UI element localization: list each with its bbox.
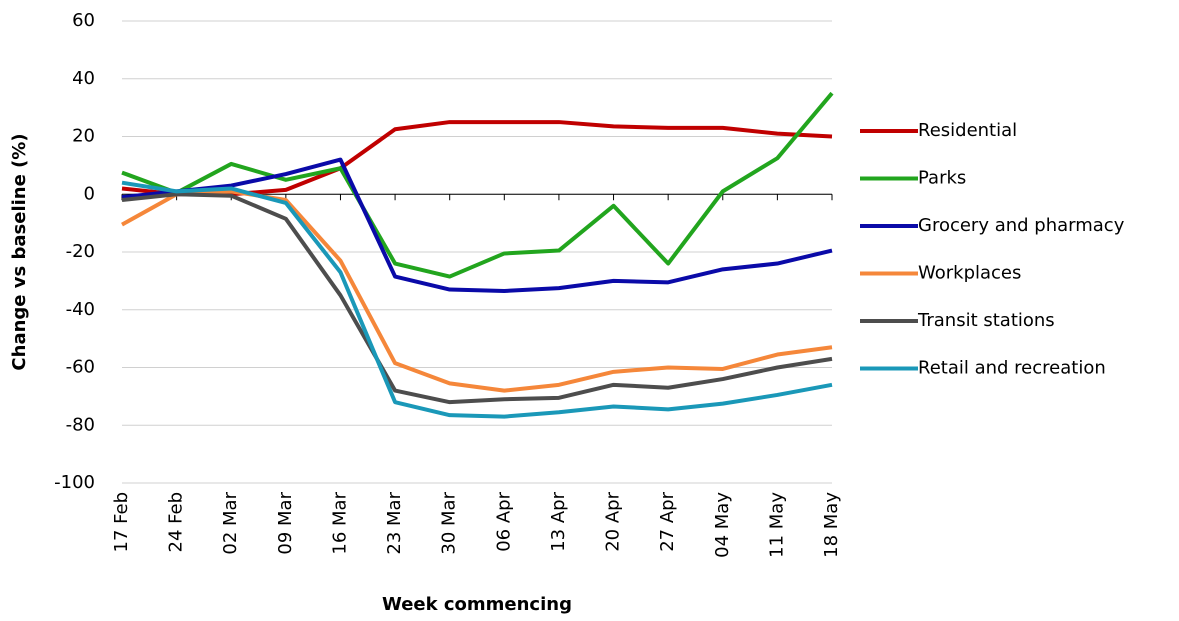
x-tick-label: 09 Mar: [275, 491, 296, 554]
legend-label: Transit stations: [917, 310, 1055, 331]
y-tick-label: 60: [72, 10, 95, 31]
y-tick-label: -60: [66, 357, 95, 378]
x-tick-label: 23 Mar: [384, 491, 405, 554]
x-tick-label: 04 May: [712, 492, 733, 558]
x-tick-label: 20 Apr: [603, 491, 624, 551]
x-tick-label: 18 May: [821, 492, 842, 558]
y-tick-label: -80: [66, 414, 95, 435]
y-tick-label: 40: [72, 68, 95, 89]
legend-label: Parks: [918, 168, 966, 189]
series-line: [121, 192, 833, 405]
x-tick-label: 24 Feb: [166, 492, 187, 553]
x-tick-label: 17 Feb: [111, 492, 132, 553]
x-tick-label: 30 Mar: [439, 491, 460, 554]
y-tick-label: 0: [84, 183, 95, 204]
x-tick-label: 16 Mar: [329, 491, 350, 554]
series-line: [121, 120, 833, 197]
legend-label: Residential: [918, 120, 1017, 141]
y-tick-label: -100: [54, 472, 95, 493]
x-tick-label: 13 Apr: [548, 491, 569, 551]
series-line: [121, 180, 833, 419]
series-line: [121, 91, 834, 279]
y-tick-label: -40: [66, 299, 95, 320]
y-tick-label: -20: [66, 241, 95, 262]
legend-label: Grocery and pharmacy: [918, 215, 1125, 236]
x-tick-label: 11 May: [766, 492, 787, 558]
y-tick-label: 20: [72, 126, 95, 147]
y-axis-title: Change vs baseline (%): [9, 133, 30, 370]
x-tick-label: 02 Mar: [220, 491, 241, 554]
x-tick-label: 06 Apr: [493, 491, 514, 551]
series-line: [121, 157, 833, 293]
x-tick-label: 27 Apr: [657, 491, 678, 551]
legend-label: Retail and recreation: [918, 358, 1106, 379]
legend-label: Workplaces: [918, 263, 1021, 284]
x-axis-title: Week commencing: [382, 594, 572, 615]
